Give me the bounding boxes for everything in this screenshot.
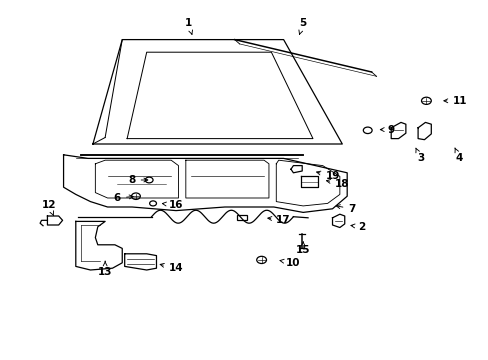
Text: 15: 15 <box>295 242 310 255</box>
Text: 9: 9 <box>380 125 394 135</box>
Text: 19: 19 <box>316 171 339 181</box>
Text: 13: 13 <box>98 261 112 277</box>
Text: 6: 6 <box>114 193 133 203</box>
Text: 2: 2 <box>350 222 365 232</box>
Text: 12: 12 <box>41 200 56 216</box>
Text: 8: 8 <box>128 175 147 185</box>
Text: 7: 7 <box>336 204 355 214</box>
Text: 10: 10 <box>280 258 300 268</box>
Text: 3: 3 <box>415 148 423 163</box>
Text: 11: 11 <box>443 96 466 106</box>
Text: 5: 5 <box>298 18 306 34</box>
Text: 1: 1 <box>184 18 192 34</box>
Bar <box>237 215 246 220</box>
Text: 17: 17 <box>267 215 290 225</box>
Text: 16: 16 <box>162 200 183 210</box>
Text: 18: 18 <box>326 179 349 189</box>
Text: 14: 14 <box>160 263 183 273</box>
Text: 4: 4 <box>454 148 463 163</box>
